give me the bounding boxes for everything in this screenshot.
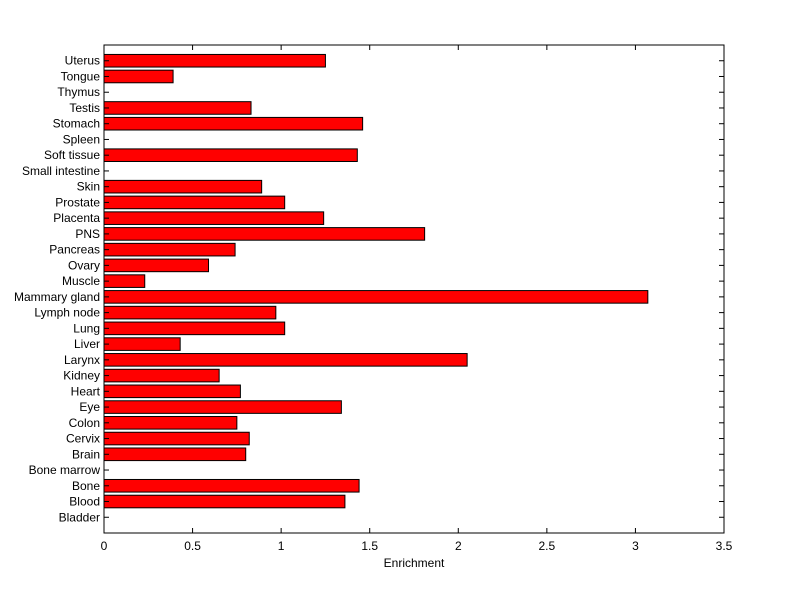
category-label-lung: Lung bbox=[73, 321, 100, 335]
bar-bone bbox=[103, 478, 360, 493]
x-tick-label: 3 bbox=[632, 539, 639, 553]
bar-heart bbox=[103, 384, 241, 399]
category-label-cervix: Cervix bbox=[66, 432, 100, 446]
bar-kidney bbox=[103, 368, 220, 383]
category-label-soft-tissue: Soft tissue bbox=[44, 148, 100, 162]
category-label-testis: Testis bbox=[69, 101, 100, 115]
category-label-mammary-gland: Mammary gland bbox=[14, 290, 100, 304]
category-label-kidney: Kidney bbox=[63, 369, 100, 383]
bar-liver bbox=[103, 337, 181, 351]
category-label-bladder: Bladder bbox=[59, 510, 100, 524]
bar-cervix bbox=[103, 431, 250, 446]
bar-blood bbox=[103, 494, 346, 509]
bar-stomach bbox=[103, 116, 364, 131]
bar-eye bbox=[103, 400, 342, 414]
bar-testis bbox=[103, 101, 252, 115]
bar-placenta bbox=[103, 211, 325, 225]
x-tick-label: 0 bbox=[101, 539, 108, 553]
category-label-skin: Skin bbox=[77, 180, 100, 194]
x-ticks-group: 0 0.5 1 1.5 2 2.5 3 3.5 bbox=[101, 45, 733, 553]
x-axis-title: Enrichment bbox=[384, 556, 445, 570]
category-label-placenta: Placenta bbox=[53, 211, 100, 225]
bar-tongue bbox=[103, 69, 174, 84]
category-label-liver: Liver bbox=[74, 337, 100, 351]
category-label-prostate: Prostate bbox=[55, 195, 100, 209]
x-tick-label: 1 bbox=[278, 539, 285, 553]
plot-frame bbox=[103, 44, 725, 534]
category-label-pns: PNS bbox=[75, 227, 100, 241]
x-tick-label: 1.5 bbox=[361, 539, 378, 553]
bar-pancreas bbox=[103, 242, 236, 257]
bar-lymph-node bbox=[103, 305, 277, 320]
x-tick-label: 2.5 bbox=[539, 539, 556, 553]
bar-soft-tissue bbox=[103, 148, 358, 162]
category-label-ovary: Ovary bbox=[68, 258, 100, 272]
category-label-bone-marrow: Bone marrow bbox=[29, 463, 101, 477]
bar-muscle bbox=[103, 274, 146, 288]
category-label-stomach: Stomach bbox=[53, 117, 100, 131]
bar-mammary-gland bbox=[103, 290, 649, 304]
bar-pns bbox=[103, 227, 426, 241]
category-label-spleen: Spleen bbox=[63, 132, 100, 146]
category-label-blood: Blood bbox=[69, 495, 100, 509]
category-label-small-intestine: Small intestine bbox=[22, 164, 100, 178]
x-tick-label: 0.5 bbox=[184, 539, 201, 553]
category-label-muscle: Muscle bbox=[62, 274, 100, 288]
bar-colon bbox=[103, 416, 238, 430]
bar-skin bbox=[103, 179, 263, 194]
category-label-bone: Bone bbox=[72, 479, 100, 493]
category-label-colon: Colon bbox=[69, 416, 100, 430]
bar-larynx bbox=[103, 353, 468, 367]
category-label-larynx: Larynx bbox=[64, 353, 100, 367]
category-label-tongue: Tongue bbox=[61, 69, 101, 83]
bar-lung bbox=[103, 321, 286, 336]
bar-uterus bbox=[103, 53, 326, 68]
category-label-thymus: Thymus bbox=[57, 85, 100, 99]
x-tick-label: 3.5 bbox=[716, 539, 733, 553]
bar-ovary bbox=[103, 258, 210, 273]
category-label-eye: Eye bbox=[79, 400, 100, 414]
category-label-uterus: Uterus bbox=[65, 54, 100, 68]
bar-brain bbox=[103, 447, 247, 462]
category-label-lymph-node: Lymph node bbox=[34, 306, 100, 320]
x-tick-label: 2 bbox=[455, 539, 462, 553]
category-label-pancreas: Pancreas bbox=[49, 243, 100, 257]
bar-prostate bbox=[103, 195, 286, 210]
category-label-brain: Brain bbox=[72, 447, 100, 461]
category-label-heart: Heart bbox=[71, 384, 101, 398]
